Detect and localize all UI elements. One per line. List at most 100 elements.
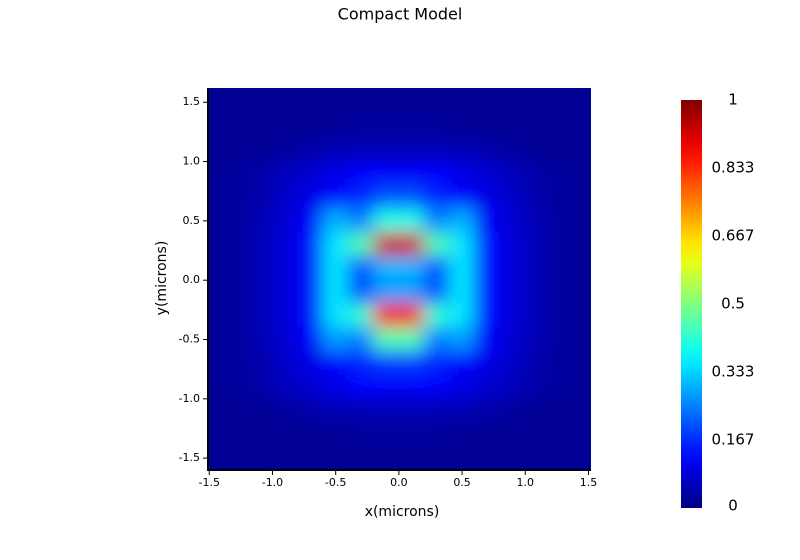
colorbar-tick-label: 0.333: [712, 363, 755, 381]
heatmap-cell: [524, 89, 552, 115]
heatmap-cell: [550, 398, 577, 424]
heatmap-cell: [221, 113, 248, 139]
x-axis-label: x(microns): [365, 504, 440, 520]
heatmap-cell: [221, 137, 248, 163]
heatmap-cell: [373, 208, 400, 234]
heatmap-cell: [398, 445, 425, 470]
heatmap-cell: [347, 89, 375, 115]
heatmap-cell: [448, 350, 476, 376]
x-tick-label: -0.5: [325, 476, 346, 489]
heatmap-cell: [347, 161, 375, 186]
heatmap-cell: [575, 184, 591, 210]
heatmap-cell: [297, 161, 324, 186]
y-tick-label: 1.5: [183, 95, 201, 108]
heatmap-cell: [246, 184, 273, 210]
heatmap-cell: [423, 161, 450, 186]
heatmap-cell: [448, 422, 476, 447]
y-tick-label: -0.5: [179, 333, 200, 346]
heatmap-cell: [297, 350, 324, 376]
heatmap-cell: [474, 232, 501, 257]
heatmap-cell: [208, 279, 223, 305]
x-tick-label: 1.0: [517, 476, 535, 489]
heatmap-cell: [271, 422, 299, 447]
heatmap-cell: [499, 184, 526, 210]
heatmap-cell: [373, 350, 400, 376]
heatmap-cell: [474, 327, 501, 352]
heatmap-cell: [575, 303, 591, 329]
heatmap-cell: [271, 184, 299, 210]
heatmap-cell: [423, 89, 450, 115]
heatmap-cell: [474, 161, 501, 186]
colorbar-tick-label: 1: [728, 91, 738, 109]
heatmap-cell: [474, 374, 501, 400]
heatmap-cell: [448, 208, 476, 234]
heatmap-cell: [524, 137, 552, 163]
heatmap-cell: [208, 422, 223, 447]
heatmap-cell: [575, 422, 591, 447]
heatmap-cell: [221, 208, 248, 234]
heatmap-cell: [550, 327, 577, 352]
heatmap-cell: [297, 89, 324, 115]
heatmap-cell: [208, 445, 223, 470]
heatmap-cell: [221, 303, 248, 329]
heatmap-cell: [550, 137, 577, 163]
heatmap-cell: [398, 113, 425, 139]
heatmap-cell: [575, 327, 591, 352]
heatmap-cell: [524, 350, 552, 376]
heatmap-cell: [474, 255, 501, 281]
heatmap-cell: [322, 398, 349, 424]
heatmap-cell: [448, 113, 476, 139]
heatmap-cell: [221, 89, 248, 115]
heatmap-cell: [373, 303, 400, 329]
heatmap-cell: [423, 350, 450, 376]
heatmap-cell: [474, 445, 501, 470]
heatmap-cell: [398, 279, 425, 305]
heatmap-cell: [423, 445, 450, 470]
heatmap-cell: [246, 113, 273, 139]
heatmap-cell: [423, 113, 450, 139]
heatmap-cell: [398, 255, 425, 281]
heatmap-cell: [448, 184, 476, 210]
heatmap-cell: [373, 327, 400, 352]
heatmap-cell: [271, 327, 299, 352]
colorbar-tick-label: 0: [728, 497, 738, 515]
heatmap-cell: [398, 350, 425, 376]
heatmap-cell: [398, 208, 425, 234]
heatmap: [208, 89, 591, 470]
heatmap-cell: [373, 374, 400, 400]
heatmap-cell: [448, 137, 476, 163]
heatmap-cell: [373, 161, 400, 186]
heatmap-cell: [221, 374, 248, 400]
heatmap-cell: [208, 161, 223, 186]
heatmap-cell: [246, 350, 273, 376]
heatmap-cell: [524, 255, 552, 281]
colorbar: [681, 100, 702, 508]
heatmap-cell: [474, 422, 501, 447]
heatmap-cell: [271, 374, 299, 400]
heatmap-cell: [373, 89, 400, 115]
heatmap-cell: [550, 374, 577, 400]
heatmap-cell: [347, 184, 375, 210]
heatmap-cell: [474, 113, 501, 139]
heatmap-cell: [524, 208, 552, 234]
heatmap-cell: [524, 374, 552, 400]
heatmap-cell: [221, 350, 248, 376]
heatmap-cell: [474, 137, 501, 163]
heatmap-cell: [246, 232, 273, 257]
heatmap-cell: [221, 398, 248, 424]
heatmap-cell: [208, 137, 223, 163]
heatmap-cell: [398, 374, 425, 400]
heatmap-cell: [448, 279, 476, 305]
heatmap-cell: [423, 374, 450, 400]
heatmap-cell: [524, 279, 552, 305]
heatmap-cell: [575, 232, 591, 257]
heatmap-cell: [221, 445, 248, 470]
heatmap-cell: [246, 161, 273, 186]
heatmap-cell: [221, 327, 248, 352]
heatmap-cell: [550, 89, 577, 115]
heatmap-cell: [373, 422, 400, 447]
heatmap-cell: [499, 279, 526, 305]
chart-title: Compact Model: [338, 5, 463, 24]
heatmap-cell: [524, 161, 552, 186]
heatmap-cell: [474, 350, 501, 376]
